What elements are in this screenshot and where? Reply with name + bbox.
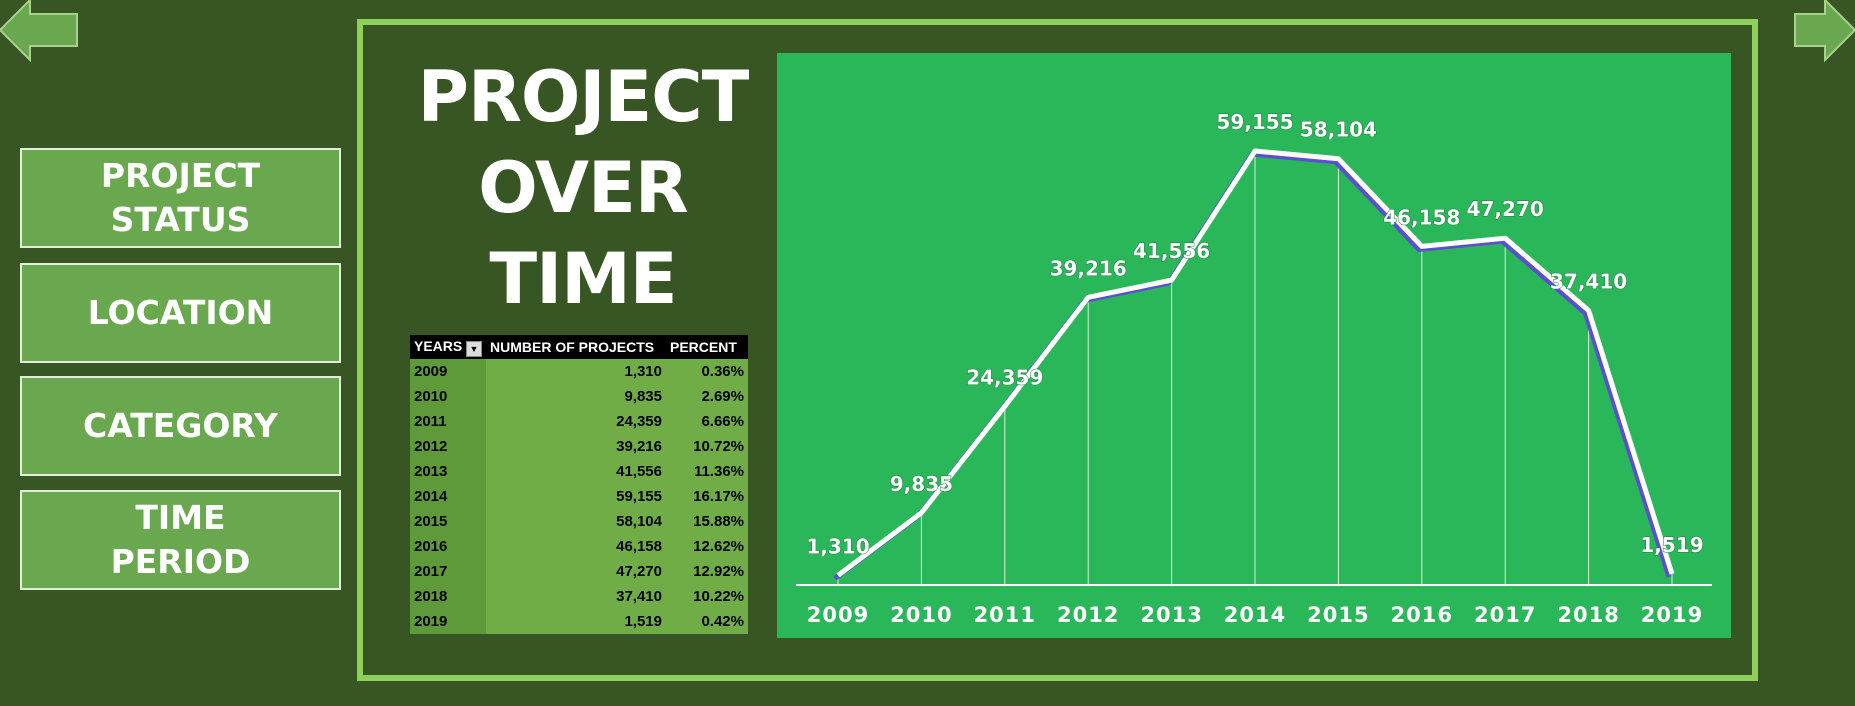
filter-button[interactable]: ▼ xyxy=(466,340,482,357)
header-text: YEARS xyxy=(414,337,463,354)
table-cell: 2018 xyxy=(410,584,486,609)
table-cell: 39,216 xyxy=(486,434,666,459)
table-cell: 37,410 xyxy=(486,584,666,609)
table-cell: 2013 xyxy=(410,459,486,484)
table-cell: 0.36% xyxy=(666,359,748,384)
table-cell: 59,155 xyxy=(486,484,666,509)
table-cell: 12.62% xyxy=(666,534,748,559)
data-table: YEARS ▼ NUMBER OF PROJECTS PERCENT 2009 1,… xyxy=(410,335,748,634)
table-row: 2015 58,104 15.88% xyxy=(410,509,748,534)
table-cell: 41,556 xyxy=(486,459,666,484)
table-cell: 2.69% xyxy=(666,384,748,409)
table-cell: 47,270 xyxy=(486,559,666,584)
table-row: 2018 37,410 10.22% xyxy=(410,584,748,609)
table-cell: 2011 xyxy=(410,409,486,434)
column-header: PERCENT xyxy=(666,335,748,359)
table-row: 2014 59,155 16.17% xyxy=(410,484,748,509)
table-cell: 0.42% xyxy=(666,609,748,634)
table-cell: 10.22% xyxy=(666,584,748,609)
table-row: 2019 1,519 0.42% xyxy=(410,609,748,634)
table-cell: 24,359 xyxy=(486,409,666,434)
title: PROJECT OVER TIME xyxy=(417,56,750,320)
x-tick-label: 2017 xyxy=(1474,603,1536,627)
table-cell: 1,310 xyxy=(486,359,666,384)
data-label: 9,835 xyxy=(890,472,953,496)
column-header: NUMBER OF PROJECTS xyxy=(486,335,666,359)
x-tick-label: 2009 xyxy=(807,603,869,627)
table-row: 2017 47,270 12.92% xyxy=(410,559,748,584)
table-cell: 1,519 xyxy=(486,609,666,634)
table-cell: 2019 xyxy=(410,609,486,634)
data-label: 1,519 xyxy=(1640,533,1703,557)
table-row: 2016 46,158 12.62% xyxy=(410,534,748,559)
data-label: 41,556 xyxy=(1133,239,1210,263)
table-cell: 9,835 xyxy=(486,384,666,409)
table-cell: 16.17% xyxy=(666,484,748,509)
table-cell: 2016 xyxy=(410,534,486,559)
x-tick-label: 2014 xyxy=(1224,603,1286,627)
x-tick-label: 2010 xyxy=(890,603,952,627)
table-cell: 12.92% xyxy=(666,559,748,584)
x-tick-label: 2013 xyxy=(1140,603,1202,627)
next-arrow[interactable] xyxy=(1794,0,1855,63)
data-label: 39,216 xyxy=(1050,256,1127,280)
data-label: 46,158 xyxy=(1383,205,1460,229)
table-row: 2010 9,835 2.69% xyxy=(410,384,748,409)
nav-button[interactable]: CATEGORY xyxy=(20,376,341,476)
table-cell: 15.88% xyxy=(666,509,748,534)
table-cell: 2014 xyxy=(410,484,486,509)
table-cell: 10.72% xyxy=(666,434,748,459)
table-cell: 6.66% xyxy=(666,409,748,434)
table-cell: 2017 xyxy=(410,559,486,584)
table-row: 2011 24,359 6.66% xyxy=(410,409,748,434)
table-cell: 2015 xyxy=(410,509,486,534)
table-cell: 58,104 xyxy=(486,509,666,534)
table-row: 2009 1,310 0.36% xyxy=(410,359,748,384)
nav-button[interactable]: PROJECT STATUS xyxy=(20,148,341,248)
plot-area xyxy=(777,53,1731,638)
data-label: 1,310 xyxy=(806,534,869,558)
line xyxy=(836,148,1675,578)
data-label: 37,410 xyxy=(1550,270,1627,294)
column-header[interactable]: YEARS ▼ xyxy=(410,335,486,359)
nav-button[interactable]: TIME PERIOD xyxy=(20,490,341,590)
data-label: 24,359 xyxy=(966,365,1043,389)
nav-button[interactable]: LOCATION xyxy=(20,263,341,363)
table-cell: 2010 xyxy=(410,384,486,409)
x-tick-label: 2016 xyxy=(1391,603,1453,627)
table-cell: 46,158 xyxy=(486,534,666,559)
table-row: 2012 39,216 10.72% xyxy=(410,434,748,459)
table-cell: 2009 xyxy=(410,359,486,384)
data-label: 47,270 xyxy=(1467,197,1544,221)
data-label: 59,155 xyxy=(1216,110,1293,134)
table-row: 2013 41,556 11.36% xyxy=(410,459,748,484)
x-tick-label: 2012 xyxy=(1057,603,1119,627)
x-tick-label: 2011 xyxy=(974,603,1036,627)
x-tick-label: 2015 xyxy=(1307,603,1369,627)
table-cell: 11.36% xyxy=(666,459,748,484)
data-label: 58,104 xyxy=(1300,118,1377,142)
frame xyxy=(357,19,1758,681)
x-tick-label: 2019 xyxy=(1641,603,1703,627)
x-tick-label: 2018 xyxy=(1557,603,1619,627)
back-arrow[interactable] xyxy=(0,0,78,63)
table-cell: 2012 xyxy=(410,434,486,459)
